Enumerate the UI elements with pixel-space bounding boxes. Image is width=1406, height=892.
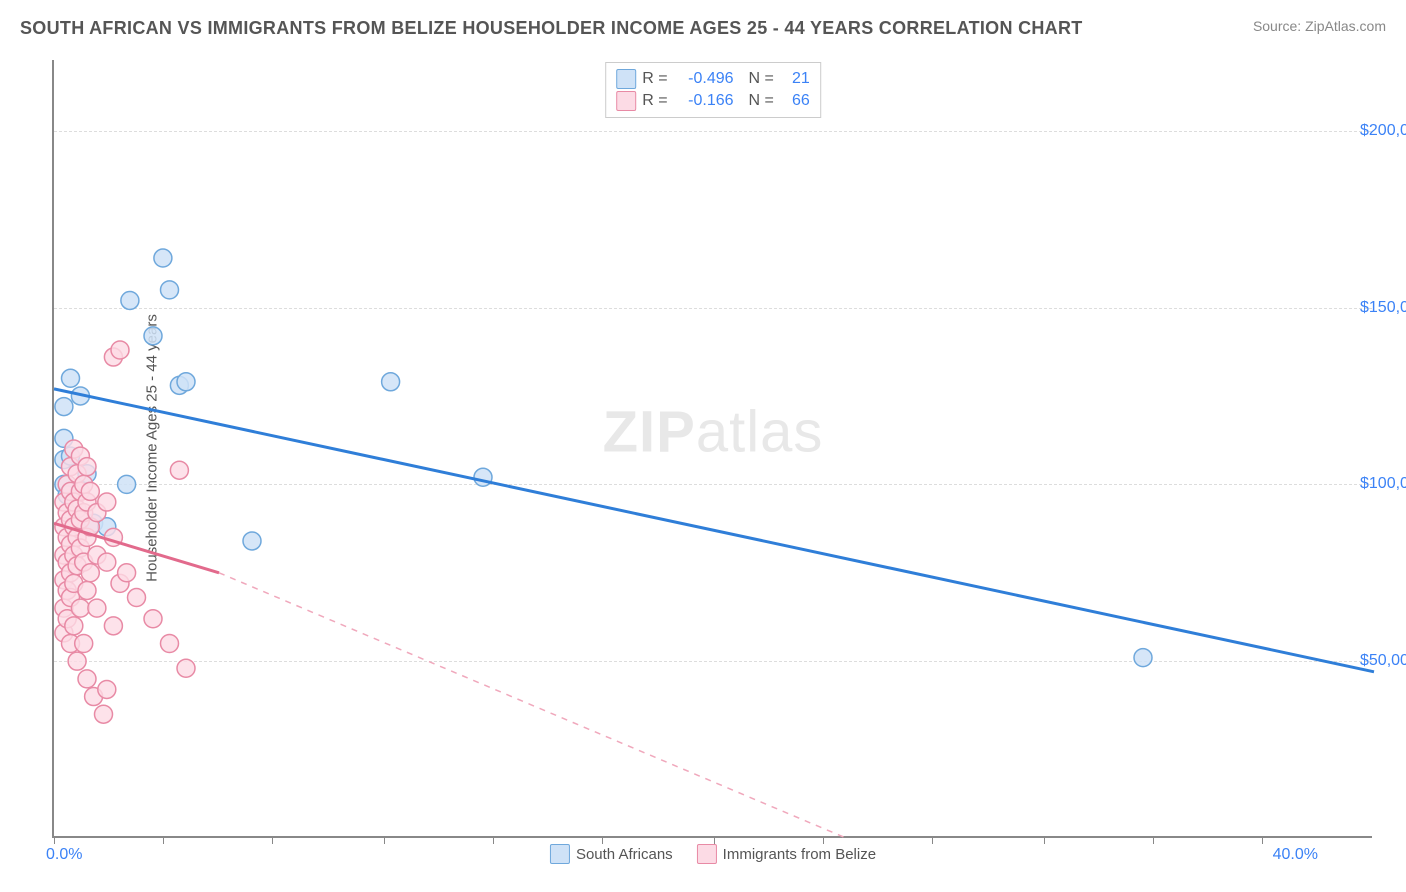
swatch-bz-icon (697, 844, 717, 864)
legend-label-bz: Immigrants from Belize (723, 846, 876, 863)
legend-row-bz: R = -0.166 N = 66 (616, 91, 810, 111)
point-sa (177, 373, 195, 391)
point-sa (243, 532, 261, 550)
point-bz (68, 652, 86, 670)
point-sa (161, 281, 179, 299)
point-bz (78, 581, 96, 599)
legend-item-bz: Immigrants from Belize (697, 844, 876, 864)
point-bz (177, 659, 195, 677)
point-bz (128, 589, 146, 607)
point-bz (111, 341, 129, 359)
point-bz (95, 705, 113, 723)
swatch-sa (616, 69, 636, 89)
x-tick (602, 836, 603, 844)
x-tick (384, 836, 385, 844)
r-label: R = (642, 92, 667, 110)
n-label: N = (740, 70, 774, 88)
point-sa (382, 373, 400, 391)
point-sa (62, 369, 80, 387)
point-bz (81, 482, 99, 500)
x-tick (714, 836, 715, 844)
swatch-bz (616, 91, 636, 111)
n-value-bz: 66 (780, 92, 810, 110)
point-bz (98, 553, 116, 571)
legend-correlation: R = -0.496 N = 21 R = -0.166 N = 66 (605, 62, 821, 118)
legend-series: South Africans Immigrants from Belize (550, 844, 876, 864)
point-bz (88, 599, 106, 617)
point-bz (81, 564, 99, 582)
point-bz (98, 680, 116, 698)
point-bz (170, 461, 188, 479)
x-tick (823, 836, 824, 844)
point-sa (1134, 649, 1152, 667)
regression-sa (54, 389, 1374, 672)
swatch-sa-icon (550, 844, 570, 864)
x-tick (493, 836, 494, 844)
point-bz (75, 635, 93, 653)
plot-area: ZIPatlas Householder Income Ages 25 - 44… (52, 60, 1372, 838)
x-tick (1044, 836, 1045, 844)
x-tick (54, 836, 55, 844)
point-bz (144, 610, 162, 628)
point-sa (55, 398, 73, 416)
source-label: Source: ZipAtlas.com (1253, 18, 1386, 34)
x-tick (1153, 836, 1154, 844)
x-tick (1262, 836, 1263, 844)
point-bz (98, 493, 116, 511)
x-tick (163, 836, 164, 844)
r-value-bz: -0.166 (674, 92, 734, 110)
legend-item-sa: South Africans (550, 844, 673, 864)
legend-label-sa: South Africans (576, 846, 673, 863)
x-tick (932, 836, 933, 844)
point-sa (118, 475, 136, 493)
r-value-sa: -0.496 (674, 70, 734, 88)
point-bz (65, 617, 83, 635)
point-bz (118, 564, 136, 582)
r-label: R = (642, 70, 667, 88)
point-bz (104, 617, 122, 635)
point-bz (161, 635, 179, 653)
point-bz (71, 599, 89, 617)
chart-title: SOUTH AFRICAN VS IMMIGRANTS FROM BELIZE … (20, 18, 1083, 39)
point-sa (154, 249, 172, 267)
n-value-sa: 21 (780, 70, 810, 88)
regression-bz-dashed (219, 573, 846, 838)
point-bz (78, 458, 96, 476)
chart-container: SOUTH AFRICAN VS IMMIGRANTS FROM BELIZE … (0, 0, 1406, 892)
point-bz (78, 670, 96, 688)
x-tick (272, 836, 273, 844)
x-axis-min-label: 0.0% (46, 846, 82, 864)
point-sa (121, 291, 139, 309)
n-label: N = (740, 92, 774, 110)
chart-svg (54, 60, 1372, 836)
legend-row-sa: R = -0.496 N = 21 (616, 69, 810, 89)
point-sa (144, 327, 162, 345)
x-axis-max-label: 40.0% (1273, 846, 1318, 864)
